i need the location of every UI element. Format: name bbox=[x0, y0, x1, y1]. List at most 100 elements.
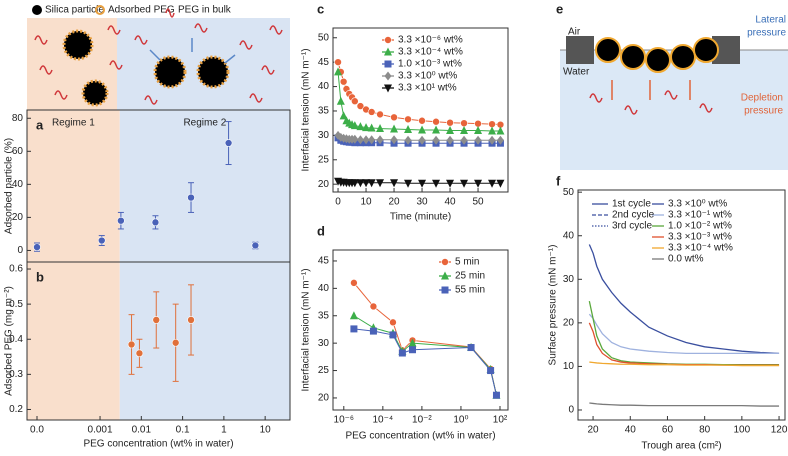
x-tick-label: 10⁻⁶ bbox=[334, 415, 355, 426]
y-tick-label: 50 bbox=[318, 32, 330, 43]
marker bbox=[251, 241, 260, 250]
panel-letter: f bbox=[556, 173, 561, 188]
legend-label: 3rd cycle bbox=[612, 221, 652, 232]
marker bbox=[376, 110, 384, 119]
y-tick-label: 0.6 bbox=[9, 264, 23, 275]
series-line bbox=[588, 313, 780, 355]
marker bbox=[384, 84, 392, 93]
marker bbox=[362, 123, 371, 132]
y-tick-label: 35 bbox=[318, 310, 330, 321]
marker bbox=[350, 325, 358, 333]
legend-label: 3.3 ×10⁻⁶ wt% bbox=[398, 35, 463, 46]
marker bbox=[474, 135, 482, 145]
x-tick-label: 60 bbox=[662, 425, 674, 436]
marker bbox=[441, 271, 449, 280]
legend-icon bbox=[32, 5, 42, 15]
marker bbox=[441, 286, 449, 294]
marker bbox=[398, 349, 406, 357]
marker bbox=[224, 139, 233, 147]
marker bbox=[418, 179, 427, 188]
x-tick-label: 20 bbox=[588, 425, 600, 436]
barrier bbox=[566, 36, 594, 64]
region bbox=[27, 110, 120, 262]
legend-label: 3.3 ×10⁰ wt% bbox=[398, 71, 457, 82]
y-tick-label: 45 bbox=[318, 256, 330, 267]
x-tick-label: 120 bbox=[771, 425, 788, 436]
series-line bbox=[353, 328, 497, 396]
arrows bbox=[149, 38, 236, 64]
y-axis-label: Surface pressure (mN m⁻¹) bbox=[548, 245, 559, 366]
marker bbox=[339, 77, 348, 86]
marker bbox=[432, 179, 441, 188]
marker bbox=[496, 179, 505, 188]
marker bbox=[446, 179, 455, 188]
region bbox=[119, 110, 291, 262]
marker bbox=[384, 47, 392, 56]
x-tick-label: 0.1 bbox=[176, 425, 190, 436]
marker bbox=[33, 243, 41, 251]
marker bbox=[404, 125, 413, 134]
marker bbox=[152, 316, 161, 324]
legend-icon bbox=[95, 5, 105, 15]
marker bbox=[390, 135, 398, 145]
y-tick-label: 30 bbox=[318, 130, 330, 141]
y-tick-label: 40 bbox=[318, 81, 330, 92]
panel-e: e Air Water Lateral pressure Depletion p… bbox=[556, 1, 788, 170]
y-tick-label: 20 bbox=[318, 393, 330, 404]
y-tick-label: 40 bbox=[563, 230, 575, 241]
legend-label: 1.0 ×10⁻² wt% bbox=[668, 221, 732, 232]
marker bbox=[418, 135, 426, 145]
y-tick-label: 0 bbox=[568, 405, 574, 416]
marker bbox=[356, 102, 365, 110]
panel-letter: e bbox=[556, 1, 563, 16]
x-tick-label: 0 bbox=[335, 197, 341, 208]
marker bbox=[336, 96, 345, 105]
x-tick-label: 10⁰ bbox=[453, 415, 468, 426]
y-tick-label: 25 bbox=[318, 365, 330, 376]
x-axis-label: Trough area (cm²) bbox=[641, 441, 721, 452]
region bbox=[27, 262, 120, 420]
marker bbox=[460, 135, 468, 145]
marker bbox=[390, 179, 399, 188]
marker bbox=[367, 123, 376, 132]
marker bbox=[474, 126, 483, 134]
schematic: Silica particle Adsorbed PEG PEG in bulk bbox=[27, 5, 290, 110]
series-line bbox=[353, 282, 497, 396]
label: Depletion bbox=[741, 93, 783, 104]
y-tick-label: 50 bbox=[563, 187, 575, 198]
marker bbox=[488, 179, 497, 188]
series-line bbox=[588, 244, 780, 355]
marker bbox=[334, 58, 342, 66]
marker bbox=[460, 126, 469, 134]
panel-letter: d bbox=[317, 223, 325, 238]
legend-text: Silica particle bbox=[45, 5, 104, 16]
legend-label: 3.3 ×10¹ wt% bbox=[398, 83, 457, 94]
marker bbox=[356, 179, 365, 188]
marker bbox=[432, 117, 440, 126]
y-axis-label: Interfacial tension (mN m⁻¹) bbox=[301, 48, 312, 171]
marker bbox=[369, 327, 377, 335]
marker bbox=[384, 60, 392, 68]
legend-label: 5 min bbox=[455, 257, 479, 268]
marker bbox=[418, 116, 426, 125]
x-tick-label: 0.01 bbox=[132, 425, 152, 436]
marker bbox=[187, 316, 195, 324]
region bbox=[119, 262, 291, 420]
x-tick-label: 10 bbox=[360, 197, 372, 208]
y-tick-label: 35 bbox=[318, 106, 330, 117]
legend-label: 25 min bbox=[455, 271, 485, 282]
legend-label: 3.3 ×10⁻⁴ wt% bbox=[668, 243, 733, 254]
x-tick-label: 40 bbox=[625, 425, 637, 436]
marker bbox=[487, 367, 495, 375]
peg-bulk bbox=[589, 90, 713, 115]
panel-letter: c bbox=[317, 1, 324, 16]
water bbox=[560, 50, 788, 170]
x-tick-label: 0.0 bbox=[30, 425, 44, 436]
legend-text: Adsorbed PEG bbox=[108, 5, 175, 16]
series-line bbox=[589, 361, 780, 367]
marker bbox=[362, 179, 371, 188]
marker bbox=[350, 121, 359, 130]
y-tick-label: 30 bbox=[318, 338, 330, 349]
x-tick-label: 0.001 bbox=[88, 425, 113, 436]
